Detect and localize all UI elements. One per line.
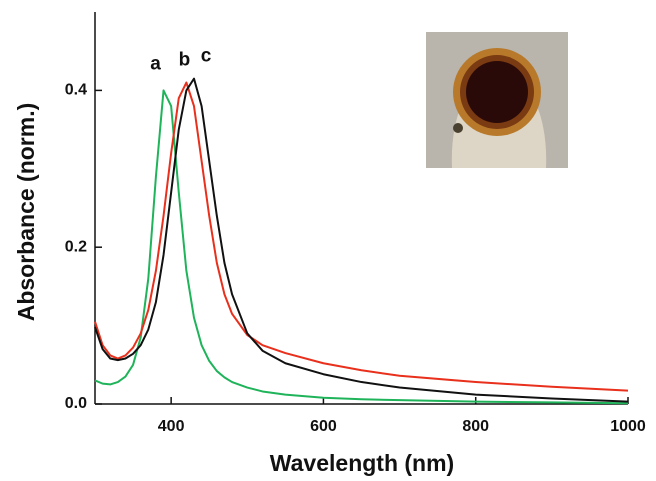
x-axis-title: Wavelength (nm): [270, 450, 454, 476]
y-tick-label: 0.0: [65, 395, 87, 412]
y-axis-title: Absorbance (norm.): [13, 103, 39, 322]
series-line: [94, 89, 629, 405]
x-tick-label: 600: [310, 418, 337, 435]
x-tick-label: 400: [158, 418, 185, 435]
series-label: b: [179, 50, 191, 71]
x-tick-label: 1000: [610, 418, 646, 435]
series-line: [94, 77, 629, 403]
photo-liquid: [466, 61, 528, 123]
series-line: [94, 81, 629, 392]
inset-photo: [426, 32, 568, 168]
y-tick-label: 0.2: [65, 238, 87, 255]
photo-spot: [453, 123, 463, 133]
series-label: a: [150, 53, 161, 74]
y-tick-label: 0.4: [65, 82, 87, 99]
series-label: c: [201, 46, 212, 67]
x-tick-label: 800: [462, 418, 489, 435]
